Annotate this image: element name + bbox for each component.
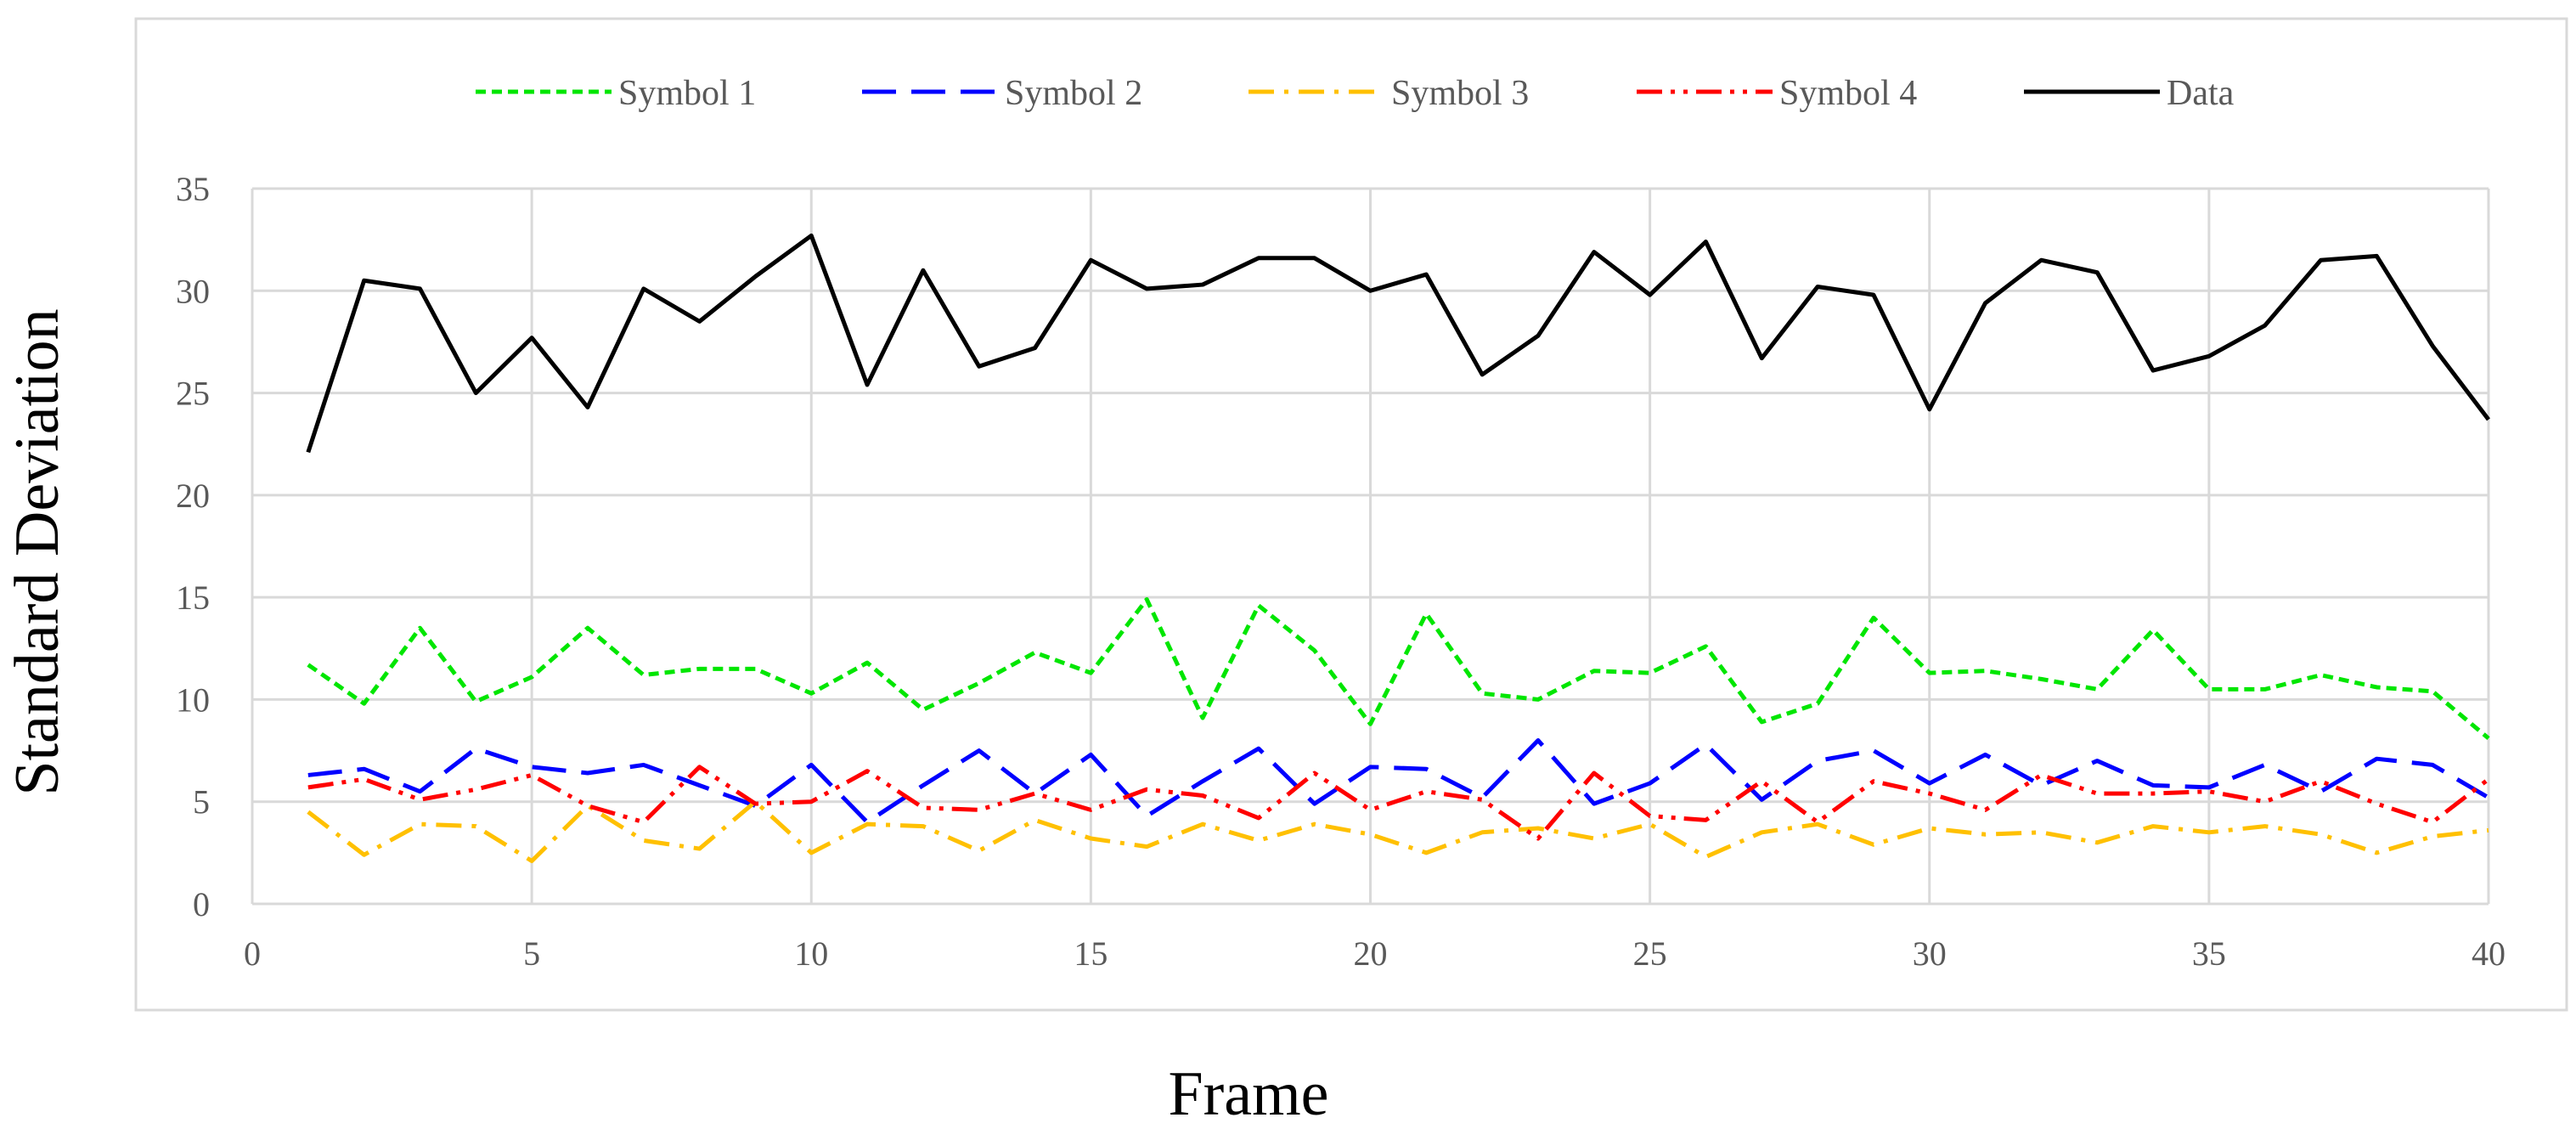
series-line-symbol-3 — [307, 799, 2489, 863]
y-tick-label: 10 — [176, 680, 210, 719]
tick-labels: 0 5 10 15 20 25 30 35 0 5 10 15 20 25 30 35 40 — [176, 170, 2506, 973]
y-tick-label: 0 — [193, 885, 210, 923]
series-line-symbol-4 — [307, 765, 2490, 841]
legend-label-symbol-1: Symbol 1 — [618, 74, 756, 113]
legend-label-data: Data — [2167, 74, 2235, 113]
series-line-symbol-2 — [307, 738, 2490, 825]
series-lines — [306, 233, 2490, 863]
grid — [251, 187, 2490, 906]
y-tick-label: 20 — [176, 477, 210, 515]
legend-label-symbol-2: Symbol 2 — [1005, 74, 1142, 113]
y-tick-label: 35 — [176, 170, 210, 208]
y-tick-label: 30 — [176, 272, 210, 310]
series-line-symbol-1 — [307, 597, 2490, 741]
series-line-data — [306, 233, 2490, 454]
x-tick-label: 10 — [794, 934, 828, 973]
y-axis-title: Standard Deviation — [3, 308, 72, 795]
x-tick-label: 35 — [2192, 934, 2226, 973]
x-axis-title: Frame — [1168, 1059, 1328, 1129]
legend: Symbol 1 Symbol 2 Symbol 3 Symbol 4 Data — [476, 74, 2235, 113]
x-tick-label: 5 — [523, 934, 540, 973]
y-tick-label: 5 — [193, 783, 210, 821]
x-tick-label: 15 — [1074, 934, 1108, 973]
x-tick-label: 30 — [1913, 934, 1947, 973]
legend-label-symbol-3: Symbol 3 — [1391, 74, 1529, 113]
x-tick-label: 20 — [1354, 934, 1388, 973]
x-tick-label: 25 — [1633, 934, 1667, 973]
legend-label-symbol-4: Symbol 4 — [1779, 74, 1917, 113]
x-tick-label: 0 — [244, 934, 261, 973]
y-tick-label: 25 — [176, 375, 210, 413]
chart-frame — [134, 17, 2568, 1012]
x-tick-label: 40 — [2472, 934, 2506, 973]
y-tick-label: 15 — [176, 579, 210, 617]
